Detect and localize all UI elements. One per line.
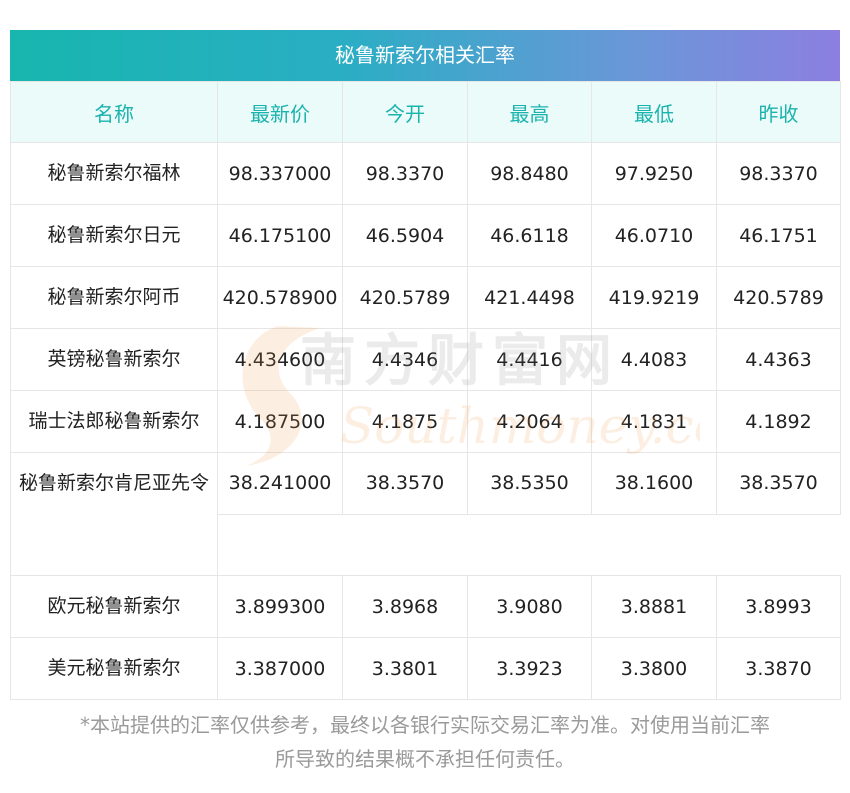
high-value: 98.8480 bbox=[467, 142, 592, 205]
disclaimer-line-1: *本站提供的汇率仅供参考，最终以各银行实际交易汇率为准。对使用当前汇率 bbox=[80, 713, 770, 737]
high-value: 3.3923 bbox=[467, 637, 592, 700]
prev-close-value: 3.3870 bbox=[716, 637, 841, 700]
header-latest: 最新价 bbox=[217, 81, 343, 143]
latest-value: 3.899300 bbox=[217, 575, 343, 638]
latest-value: 46.175100 bbox=[217, 204, 343, 267]
latest-value: 420.578900 bbox=[217, 266, 343, 329]
pair-name: 欧元秘鲁新索尔 bbox=[10, 575, 218, 638]
pair-name: 秘鲁新索尔日元 bbox=[10, 204, 218, 267]
latest-value: 38.241000 bbox=[217, 452, 343, 515]
table-row: 秘鲁新索尔福林 98.337000 98.3370 98.8480 97.925… bbox=[10, 142, 841, 205]
high-value: 421.4498 bbox=[467, 266, 592, 329]
exchange-rate-table-container: 秘鲁新索尔相关汇率 名称 最新价 今开 最高 最低 昨收 秘鲁新索尔福林 98.… bbox=[10, 30, 841, 700]
low-value: 38.1600 bbox=[591, 452, 717, 515]
table-row: 秘鲁新索尔阿币 420.578900 420.5789 421.4498 419… bbox=[10, 266, 841, 329]
low-value: 4.4083 bbox=[591, 328, 717, 391]
empty-cell bbox=[217, 513, 841, 576]
high-value: 38.5350 bbox=[467, 452, 592, 515]
disclaimer-line-2: 所导致的结果概不承担任何责任。 bbox=[275, 747, 575, 771]
prev-close-value: 420.5789 bbox=[716, 266, 841, 329]
prev-close-value: 3.8993 bbox=[716, 575, 841, 638]
latest-value: 4.434600 bbox=[217, 328, 343, 391]
low-value: 419.9219 bbox=[591, 266, 717, 329]
prev-close-value: 98.3370 bbox=[716, 142, 841, 205]
open-value: 98.3370 bbox=[342, 142, 468, 205]
pair-name: 秘鲁新索尔福林 bbox=[10, 142, 218, 205]
table-row: 秘鲁新索尔肯尼亚先令 38.241000 38.3570 38.5350 38.… bbox=[10, 452, 841, 576]
open-value: 420.5789 bbox=[342, 266, 468, 329]
latest-value: 3.387000 bbox=[217, 637, 343, 700]
low-value: 4.1831 bbox=[591, 390, 717, 453]
open-value: 4.1875 bbox=[342, 390, 468, 453]
open-value: 38.3570 bbox=[342, 452, 468, 515]
exchange-rate-table: 名称 最新价 今开 最高 最低 昨收 秘鲁新索尔福林 98.337000 98.… bbox=[10, 81, 841, 700]
open-value: 3.3801 bbox=[342, 637, 468, 700]
disclaimer-text: *本站提供的汇率仅供参考，最终以各银行实际交易汇率为准。对使用当前汇率 所导致的… bbox=[10, 708, 840, 776]
latest-value: 98.337000 bbox=[217, 142, 343, 205]
high-value: 3.9080 bbox=[467, 575, 592, 638]
pair-name: 秘鲁新索尔肯尼亚先令 bbox=[10, 452, 218, 576]
latest-value: 4.187500 bbox=[217, 390, 343, 453]
prev-close-value: 38.3570 bbox=[716, 452, 841, 515]
pair-name: 英镑秘鲁新索尔 bbox=[10, 328, 218, 391]
header-low: 最低 bbox=[591, 81, 717, 143]
low-value: 97.9250 bbox=[591, 142, 717, 205]
table-row: 美元秘鲁新索尔 3.387000 3.3801 3.3923 3.3800 3.… bbox=[10, 637, 841, 700]
header-prev-close: 昨收 bbox=[716, 81, 841, 143]
header-open: 今开 bbox=[342, 81, 468, 143]
table-row: 欧元秘鲁新索尔 3.899300 3.8968 3.9080 3.8881 3.… bbox=[10, 575, 841, 638]
table-row: 瑞士法郎秘鲁新索尔 4.187500 4.1875 4.2064 4.1831 … bbox=[10, 390, 841, 453]
header-row: 名称 最新价 今开 最高 最低 昨收 bbox=[10, 81, 841, 143]
table-row-spacer bbox=[11, 513, 841, 576]
header-high: 最高 bbox=[467, 81, 592, 143]
table-title: 秘鲁新索尔相关汇率 bbox=[10, 30, 840, 81]
table-row: 英镑秘鲁新索尔 4.434600 4.4346 4.4416 4.4083 4.… bbox=[10, 328, 841, 391]
low-value: 46.0710 bbox=[591, 204, 717, 267]
header-name: 名称 bbox=[10, 81, 218, 143]
high-value: 4.2064 bbox=[467, 390, 592, 453]
high-value: 4.4416 bbox=[467, 328, 592, 391]
pair-name: 美元秘鲁新索尔 bbox=[10, 637, 218, 700]
high-value: 46.6118 bbox=[467, 204, 592, 267]
table-row: 秘鲁新索尔日元 46.175100 46.5904 46.6118 46.071… bbox=[10, 204, 841, 267]
open-value: 46.5904 bbox=[342, 204, 468, 267]
open-value: 4.4346 bbox=[342, 328, 468, 391]
prev-close-value: 4.4363 bbox=[716, 328, 841, 391]
prev-close-value: 4.1892 bbox=[716, 390, 841, 453]
open-value: 3.8968 bbox=[342, 575, 468, 638]
pair-name: 秘鲁新索尔阿币 bbox=[10, 266, 218, 329]
pair-name: 瑞士法郎秘鲁新索尔 bbox=[10, 390, 218, 453]
low-value: 3.3800 bbox=[591, 637, 717, 700]
prev-close-value: 46.1751 bbox=[716, 204, 841, 267]
low-value: 3.8881 bbox=[591, 575, 717, 638]
